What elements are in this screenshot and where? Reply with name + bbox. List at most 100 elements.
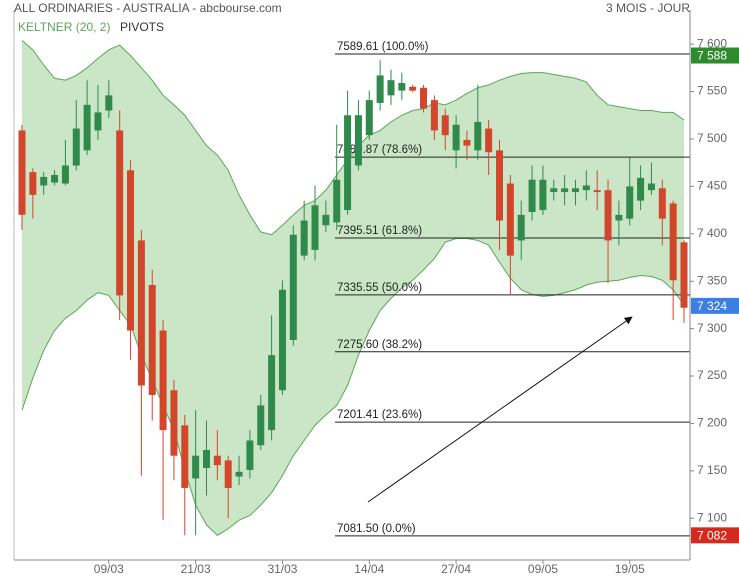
candles-layer [18,60,688,536]
y-tick-label: 7 250 [697,368,727,382]
x-tick-label: 21/03 [181,562,211,576]
y-tick-label: 7 200 [697,416,727,430]
band-upper [21,39,685,236]
candle-body [365,100,373,136]
price-badge [691,47,739,64]
candle-body [159,330,167,431]
price-badge-label: 7 588 [697,49,727,63]
price-badge [691,297,739,314]
x-tick-label: 09/03 [94,562,124,576]
candle-body [626,186,634,219]
y-tick-label: 7 350 [697,273,727,287]
candle-body [127,170,135,331]
candle-body [539,179,547,211]
y-tick-label: 7 550 [697,84,727,98]
candle-body [148,285,156,395]
pivot-label: 7201.41 (23.6%) [337,409,422,421]
x-tick-label: 31/03 [267,562,297,576]
candle-body [344,115,352,211]
candle-body [213,455,221,466]
candle-body [561,188,569,193]
pivot-label: 7275.60 (38.2%) [337,339,422,351]
candle-body [246,440,254,470]
candle-body [61,165,69,184]
candle-body [430,100,438,131]
candle-body [604,190,612,241]
pivot-label: 7589.61 (100.0%) [337,41,429,53]
candle-body [441,115,449,136]
candle-body [181,425,189,488]
candle-body [268,355,276,431]
y-tick-label: 7 600 [697,36,727,50]
candle-body [40,176,48,186]
candle-body [192,455,200,479]
candle-body [257,405,265,446]
candle-body [582,185,590,191]
levels-layer: 7589.61 (100.0%)7480.87 (78.6%)7395.51 (… [335,41,690,537]
y-tick-label: 7 150 [697,463,727,477]
candle-body [311,205,319,250]
candle-body [235,471,243,477]
pivot-label: 7081.50 (0.0%) [337,523,416,535]
candle-body [658,188,666,219]
y-tick-label: 7 100 [697,510,727,524]
candle-body [409,86,417,91]
candle-body [29,172,37,195]
candle-body [615,214,623,221]
candle-body [680,242,688,308]
price-badge [691,527,739,544]
legend-entry: KELTNER (20, 2) [18,20,110,34]
candle-body [647,183,655,191]
y-tick-label: 7 300 [697,321,727,335]
candle-body [637,177,645,201]
candle-body [593,190,601,193]
x-tick-label: 19/05 [615,562,645,576]
candle-body [333,179,341,223]
candle-body [116,130,124,296]
band-fill [22,40,684,536]
candle-body [18,130,26,215]
candle-body [300,220,308,256]
candle-body [51,175,59,183]
price-badge-label: 7 082 [697,529,727,543]
candle-body [506,183,514,256]
y-tick-label: 7 450 [697,179,727,193]
candle-body [72,128,80,166]
candle-body [528,179,536,212]
price-badge-label: 7 324 [697,299,727,313]
candle-body [289,234,297,340]
candle-body [463,139,471,146]
candle-body [485,128,493,153]
annotation-arrow [367,316,633,503]
candle-body [496,150,504,221]
x-tick-label: 14/04 [354,562,384,576]
chart-subtitle: 3 MOIS - JOUR [606,1,690,15]
y-tick-label: 7 400 [697,226,727,240]
candle-body [387,80,395,96]
candle-body [398,83,406,91]
candle-body [83,104,91,151]
pivot-label: 7395.51 (61.8%) [337,225,422,237]
candle-body [517,214,525,241]
candle-body [322,214,330,226]
candle-body [452,124,460,151]
legend-entry: PIVOTS [120,20,164,34]
candle-body [550,188,558,193]
x-tick-label: 27/04 [441,562,471,576]
candle-body [354,115,362,166]
pivot-label: 7335.55 (50.0%) [337,282,422,294]
candle-body [105,95,113,111]
candle-body [420,87,428,109]
candle-body [571,188,579,193]
x-tick-label: 09/05 [528,562,558,576]
candle-body [224,460,232,488]
candle-body [669,203,677,281]
candle-body [278,289,286,391]
y-tick-label: 7 500 [697,131,727,145]
candle-body [474,121,482,151]
candle-body [137,240,145,386]
candle-body [202,450,210,469]
candle-body [376,75,384,103]
chart-title: ALL ORDINARIES - AUSTRALIA - abcbourse.c… [14,1,282,15]
